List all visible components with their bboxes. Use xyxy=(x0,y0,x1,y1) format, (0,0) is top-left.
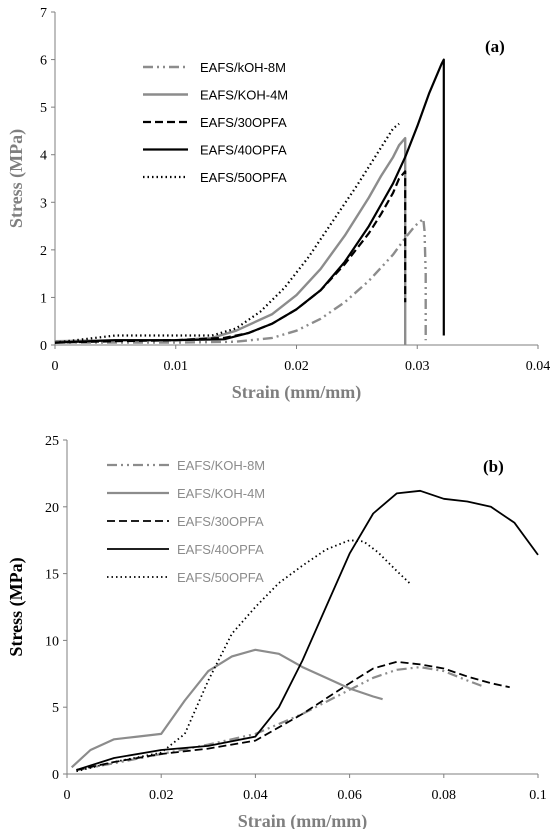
y-tick-label: 0 xyxy=(52,768,59,783)
legend-label: EAFS/50OPFA xyxy=(177,570,264,585)
panel-label: (b) xyxy=(483,457,504,476)
x-tick-label: 0.01 xyxy=(164,359,189,374)
series-line-1 xyxy=(55,217,427,344)
legend-label: EAFS/40OPFA xyxy=(200,143,287,158)
y-tick-label: 5 xyxy=(52,701,59,716)
y-tick-label: 20 xyxy=(45,501,59,516)
legend-label: EAFS/40OPFA xyxy=(177,542,264,557)
y-tick-label: 0 xyxy=(40,339,47,354)
series-line-4 xyxy=(54,58,445,344)
y-tick-label: 7 xyxy=(40,6,47,21)
series-line-4 xyxy=(76,489,539,771)
y-tick-label: 25 xyxy=(45,434,59,449)
series-line-3 xyxy=(76,660,510,771)
x-tick-label: 0.04 xyxy=(243,788,268,803)
x-axis-title: Strain (mm/mm) xyxy=(238,811,367,829)
y-tick-label: 1 xyxy=(40,291,47,306)
chart-panel-a: 0 1 2 3 4 5 6 7 0 0.01 0.02 0.03 0.04 Strain (mm/mm) S… xyxy=(6,6,550,403)
x-tick-label: 0 xyxy=(52,359,59,374)
panel-label: (a) xyxy=(485,37,505,56)
y-axis-title: Stress (MPa) xyxy=(6,129,27,228)
x-tick-label: 0 xyxy=(64,788,71,803)
legend-label: EAFS/KOH-4M xyxy=(200,88,288,103)
y-tick-label: 3 xyxy=(40,196,47,211)
legend-label: EAFS/kOH-8M xyxy=(200,60,286,75)
y-tick-label: 15 xyxy=(45,568,59,583)
y-tick-label: 10 xyxy=(45,634,59,649)
x-tick-label: 0.04 xyxy=(526,359,550,374)
series-line-5 xyxy=(76,539,412,773)
y-axis-title: Stress (MPa) xyxy=(6,557,27,656)
y-tick-label: 4 xyxy=(40,149,47,164)
x-tick-label: 0.08 xyxy=(432,788,457,803)
x-tick-label: 0.06 xyxy=(337,788,362,803)
series-line-2 xyxy=(70,648,383,769)
x-tick-label: 0.1 xyxy=(529,788,547,803)
chart-panel-b: 0 5 10 15 20 25 0 0.02 0.04 0.06 0.08 0.1 Strain (mm… xyxy=(6,434,547,829)
legend-label: EAFS/KOH-4M xyxy=(177,486,265,501)
legend-label: EAFS/30OPFA xyxy=(177,514,264,529)
y-tick-label: 2 xyxy=(40,244,47,259)
x-tick-label: 0.03 xyxy=(405,359,430,374)
x-tick-label: 0.02 xyxy=(149,788,174,803)
legend-label: EAFS/30OPFA xyxy=(200,115,287,130)
x-tick-label: 0.02 xyxy=(284,359,309,374)
legend-label: EAFS/KOH-8M xyxy=(177,458,265,473)
legend-label: EAFS/50OPFA xyxy=(200,170,287,185)
y-tick-label: 6 xyxy=(40,54,47,69)
x-axis-title: Strain (mm/mm) xyxy=(232,382,361,403)
series-line-3 xyxy=(54,170,407,344)
y-tick-label: 5 xyxy=(40,101,47,116)
